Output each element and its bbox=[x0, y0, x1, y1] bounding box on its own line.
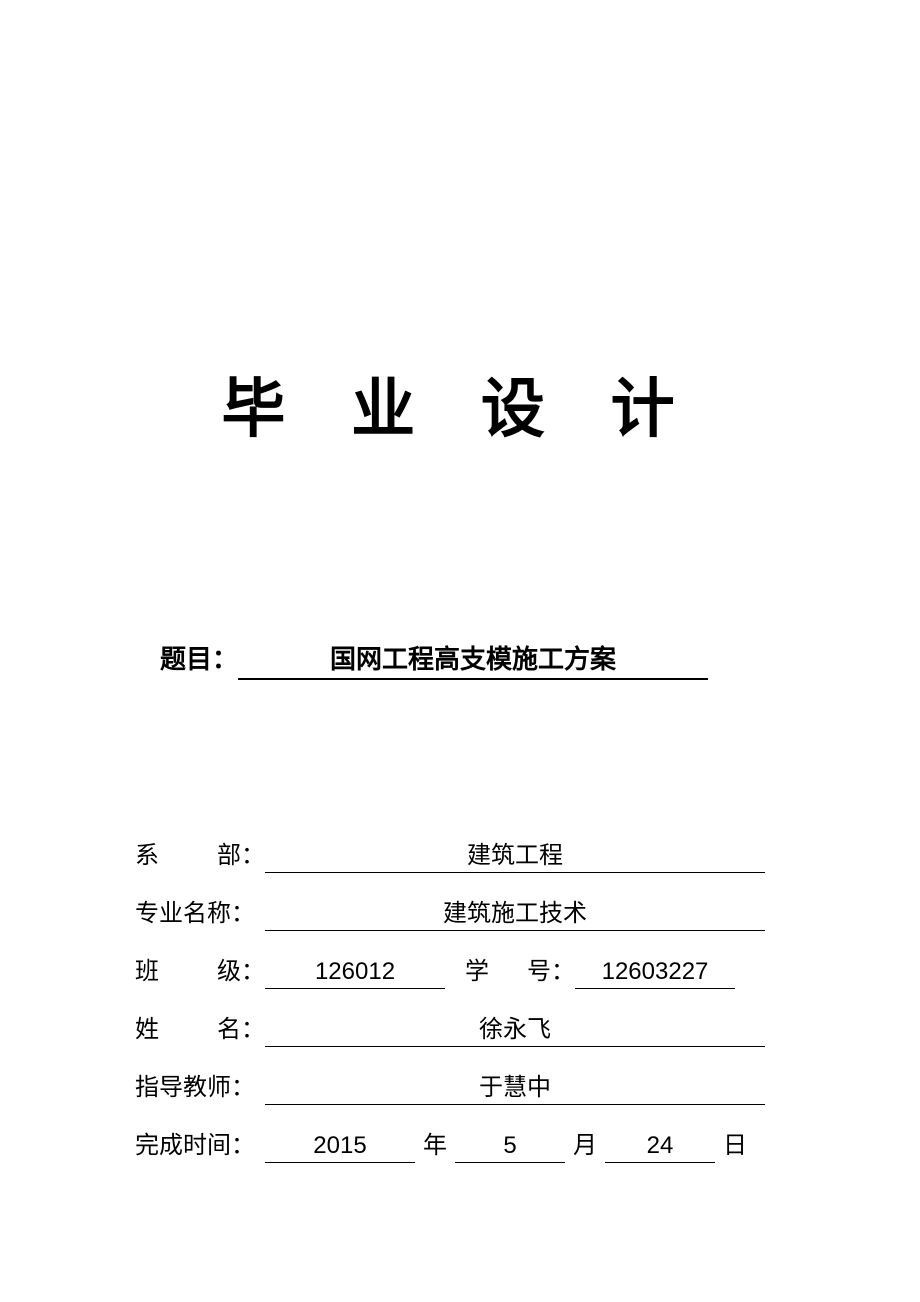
completion-row: 完成时间： 2015 年 5 月 24 日 bbox=[135, 1125, 765, 1159]
class-label-part2: 级： bbox=[217, 951, 265, 986]
student-id-label-part2: 号： bbox=[527, 951, 575, 986]
class-id-row: 班 级： 126012 学 号： 12603227 bbox=[135, 951, 765, 985]
class-value: 126012 bbox=[265, 958, 445, 989]
major-row: 专业名称： 建筑施工技术 bbox=[135, 893, 765, 927]
student-id-label-part1: 学 bbox=[465, 951, 489, 986]
completion-year: 2015 bbox=[265, 1132, 415, 1163]
department-row: 系 部： 建筑工程 bbox=[135, 835, 765, 869]
name-label-part1: 姓 bbox=[135, 1009, 159, 1044]
student-id-value: 12603227 bbox=[575, 958, 735, 989]
completion-day: 24 bbox=[605, 1132, 715, 1163]
class-label: 班 级： bbox=[135, 951, 265, 986]
topic-row: 题目： 国网工程高支模施工方案 bbox=[160, 639, 708, 680]
day-unit: 日 bbox=[723, 1125, 747, 1160]
department-label: 系 部： bbox=[135, 835, 265, 870]
major-value: 建筑施工技术 bbox=[265, 893, 765, 931]
department-label-part2: 部： bbox=[217, 835, 265, 870]
student-id-label: 学 号： bbox=[465, 951, 575, 986]
name-value: 徐永飞 bbox=[265, 1009, 765, 1047]
info-block: 系 部： 建筑工程 专业名称： 建筑施工技术 班 级： 126012 学 号： … bbox=[135, 835, 765, 1183]
name-label-part2: 名： bbox=[217, 1009, 265, 1044]
month-unit: 月 bbox=[573, 1125, 597, 1160]
topic-value: 国网工程高支模施工方案 bbox=[238, 639, 708, 680]
topic-label: 题目： bbox=[160, 639, 238, 676]
completion-label: 完成时间： bbox=[135, 1125, 265, 1160]
class-label-part1: 班 bbox=[135, 951, 159, 986]
major-label: 专业名称： bbox=[135, 893, 265, 928]
completion-month: 5 bbox=[455, 1132, 565, 1163]
department-value: 建筑工程 bbox=[265, 835, 765, 873]
advisor-label: 指导教师： bbox=[135, 1067, 265, 1102]
advisor-value: 于慧中 bbox=[265, 1067, 765, 1105]
page-title: 毕 业 设 计 bbox=[0, 358, 920, 450]
name-row: 姓 名： 徐永飞 bbox=[135, 1009, 765, 1043]
department-label-part1: 系 bbox=[135, 835, 159, 870]
year-unit: 年 bbox=[423, 1125, 447, 1160]
name-label: 姓 名： bbox=[135, 1009, 265, 1044]
advisor-row: 指导教师： 于慧中 bbox=[135, 1067, 765, 1101]
